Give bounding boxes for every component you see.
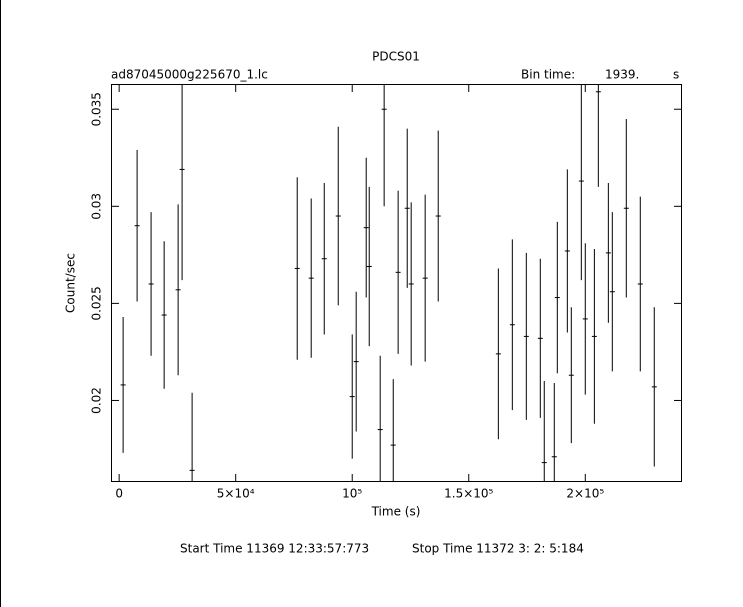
x-tick-label: 2×10⁵ (566, 487, 604, 501)
y-tick-label: 0.025 (90, 286, 104, 320)
x-axis-label: Time (s) (371, 505, 421, 519)
y-tick-label: 0.02 (90, 387, 104, 414)
y-tick-label: 0.03 (90, 193, 104, 220)
y-tick-label: 0.035 (90, 92, 104, 126)
chart-title: PDCS01 (372, 50, 420, 64)
file-label: ad87045000g225670_1.lc (111, 68, 268, 82)
x-tick-label: 0 (115, 487, 123, 501)
plot-area (120, 84, 657, 482)
start-time: Start Time 11369 12:33:57:773 (180, 542, 369, 556)
plot-frame (111, 84, 682, 482)
bin-time: 1939. (605, 68, 639, 82)
y-axis-label: Count/sec (64, 253, 78, 313)
x-tick-label: 10⁵ (342, 487, 362, 501)
x-tick-label: 1.5×10⁵ (444, 487, 493, 501)
bin-time-label: Bin time: (521, 68, 575, 82)
bin-time-unit: s (673, 68, 679, 82)
x-tick-label: 5×10⁴ (217, 487, 255, 501)
stop-time: Stop Time 11372 3: 2: 5:184 (412, 542, 584, 556)
